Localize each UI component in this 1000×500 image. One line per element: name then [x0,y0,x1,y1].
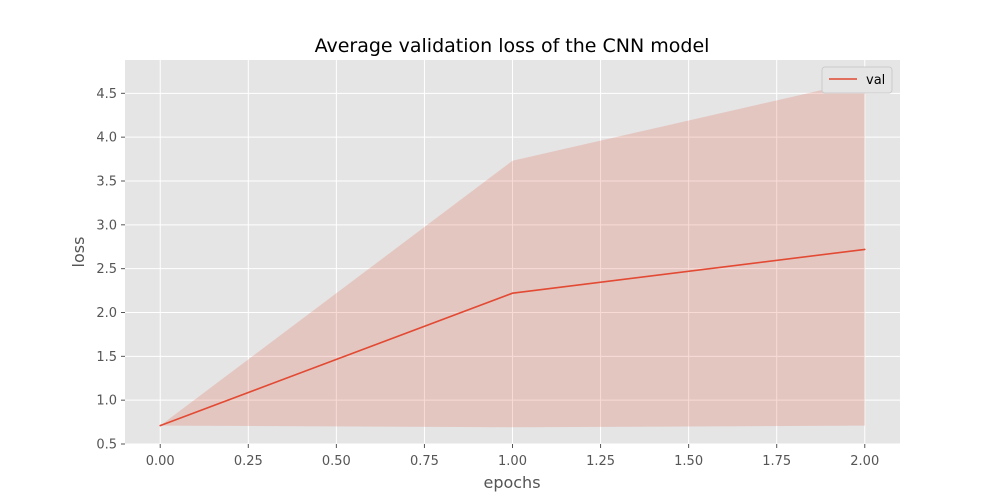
series-band-val [160,80,865,428]
x-tick-label: 0.50 [322,454,351,469]
x-tick-label: 0.00 [146,454,175,469]
y-axis-ticks: 0.5 1.0 1.5 2.0 2.5 3.0 3.5 4.0 4.5 [96,87,125,453]
y-tick-label: 4.5 [96,87,117,102]
y-tick-label: 0.5 [96,438,117,453]
x-tick-label: 0.75 [410,454,439,469]
data-point [511,292,514,295]
y-axis-label: loss [69,237,88,268]
y-tick-label: 2.5 [96,262,117,277]
data-point [159,424,162,427]
x-tick-label: 1.25 [586,454,615,469]
x-tick-label: 1.50 [674,454,703,469]
x-tick-label: 1.75 [762,454,791,469]
series-line-layer [159,248,866,427]
y-tick-label: 4.0 [96,131,117,146]
x-axis-ticks: 0.00 0.25 0.50 0.75 1.00 1.25 1.50 1.75 2.00 [146,444,879,469]
y-tick-label: 3.0 [96,218,117,233]
legend-label-val: val [866,73,885,88]
x-tick-label: 0.25 [234,454,263,469]
y-tick-label: 1.5 [96,350,117,365]
x-axis-label: epochs [483,473,540,492]
x-tick-label: 1.00 [498,454,527,469]
legend: val [821,66,893,94]
confidence-band-layer [160,80,865,428]
y-tick-label: 1.0 [96,394,117,409]
chart-title: Average validation loss of the CNN model [315,35,710,57]
y-tick-label: 2.0 [96,306,117,321]
x-tick-label: 2.00 [850,454,879,469]
y-tick-label: 3.5 [96,174,117,189]
legend-box [821,66,893,94]
data-point [863,248,866,251]
